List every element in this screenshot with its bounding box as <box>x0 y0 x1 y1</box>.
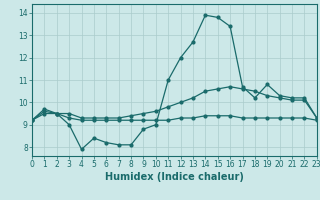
X-axis label: Humidex (Indice chaleur): Humidex (Indice chaleur) <box>105 172 244 182</box>
